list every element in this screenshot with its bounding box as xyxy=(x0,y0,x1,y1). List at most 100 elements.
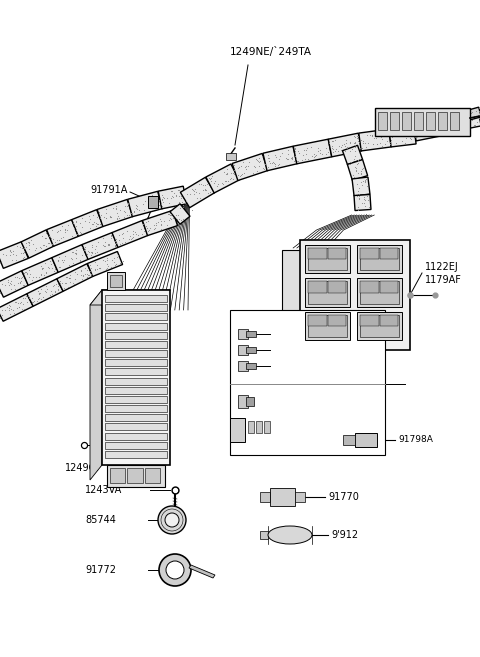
Point xyxy=(378,141,386,151)
Point xyxy=(351,138,359,148)
Point xyxy=(88,239,96,250)
Point xyxy=(51,286,59,296)
Point xyxy=(25,271,33,282)
Bar xyxy=(360,281,379,292)
Point xyxy=(152,219,160,230)
Point xyxy=(361,177,369,188)
Point xyxy=(431,290,439,300)
Point xyxy=(157,223,165,234)
Point xyxy=(134,229,142,240)
Point xyxy=(35,286,42,297)
Point xyxy=(87,263,95,273)
Point xyxy=(66,270,74,281)
Point xyxy=(433,118,441,128)
Point xyxy=(0,258,4,269)
Point xyxy=(454,115,461,125)
Point xyxy=(254,156,262,166)
Point xyxy=(291,146,299,156)
Point xyxy=(222,175,229,186)
Point xyxy=(352,162,360,173)
Bar xyxy=(105,332,167,338)
Point xyxy=(433,123,441,133)
Point xyxy=(28,274,36,284)
Point xyxy=(79,271,87,281)
Point xyxy=(40,240,48,250)
Point xyxy=(169,213,177,223)
Text: 1179AF: 1179AF xyxy=(425,275,462,285)
Polygon shape xyxy=(246,347,256,353)
PathPatch shape xyxy=(328,133,362,157)
Point xyxy=(41,233,48,244)
Point xyxy=(353,131,361,142)
Bar xyxy=(105,341,167,348)
PathPatch shape xyxy=(342,145,362,165)
Polygon shape xyxy=(248,421,254,433)
Point xyxy=(205,173,213,184)
Point xyxy=(37,261,45,271)
Point xyxy=(264,150,272,161)
Point xyxy=(14,277,22,288)
Point xyxy=(443,119,450,129)
Point xyxy=(354,201,361,212)
Point xyxy=(346,159,354,170)
Point xyxy=(104,239,111,250)
Point xyxy=(132,202,139,213)
Bar xyxy=(105,313,167,321)
Point xyxy=(196,193,204,204)
Point xyxy=(172,210,180,221)
Text: 91770: 91770 xyxy=(328,492,359,502)
Point xyxy=(361,175,369,185)
Point xyxy=(260,164,268,175)
Point xyxy=(434,129,442,140)
Point xyxy=(335,141,343,152)
Point xyxy=(459,110,467,121)
Point xyxy=(59,232,67,242)
PathPatch shape xyxy=(21,230,54,258)
Bar xyxy=(105,423,167,430)
Point xyxy=(43,267,50,278)
Point xyxy=(108,231,115,241)
Point xyxy=(284,149,292,160)
Point xyxy=(242,164,250,174)
Point xyxy=(53,265,60,275)
Point xyxy=(417,123,425,133)
Bar xyxy=(450,112,459,130)
Point xyxy=(310,151,318,162)
Text: 91835A: 91835A xyxy=(272,346,307,355)
Point xyxy=(128,233,136,243)
Bar xyxy=(327,248,346,259)
Point xyxy=(424,120,432,131)
Point xyxy=(418,127,425,137)
Point xyxy=(389,127,397,138)
Point xyxy=(314,143,322,154)
Point xyxy=(11,308,18,319)
Point xyxy=(130,206,138,217)
Point xyxy=(48,288,56,299)
Polygon shape xyxy=(148,196,158,208)
Point xyxy=(105,240,112,250)
Point xyxy=(92,221,100,231)
Point xyxy=(432,122,439,132)
Point xyxy=(352,165,360,175)
Point xyxy=(153,218,160,229)
Point xyxy=(407,133,414,144)
Point xyxy=(147,191,155,201)
PathPatch shape xyxy=(232,154,268,181)
Point xyxy=(157,218,165,229)
Point xyxy=(440,114,447,124)
PathPatch shape xyxy=(206,164,239,193)
Point xyxy=(355,137,362,147)
Point xyxy=(72,274,79,284)
Point xyxy=(7,301,14,311)
Point xyxy=(70,223,78,234)
Point xyxy=(261,158,269,169)
Ellipse shape xyxy=(268,526,312,544)
Point xyxy=(65,260,73,270)
PathPatch shape xyxy=(112,221,148,248)
Point xyxy=(440,115,448,125)
Point xyxy=(20,267,28,278)
Point xyxy=(111,240,119,251)
Point xyxy=(54,255,61,265)
Point xyxy=(76,256,84,266)
Point xyxy=(108,230,115,240)
